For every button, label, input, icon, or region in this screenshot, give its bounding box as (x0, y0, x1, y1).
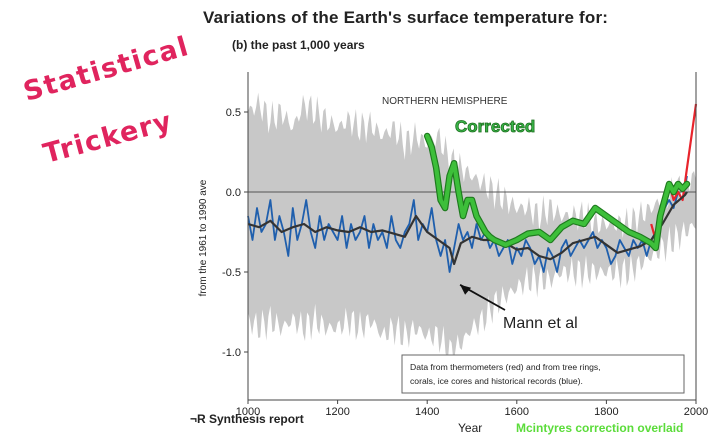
series-annual-blue (247, 175, 688, 273)
y-axis-label: from the 1961 to 1990 ave (198, 179, 209, 296)
x-tick-label: 1800 (594, 406, 618, 418)
series-smoothed-black (247, 191, 688, 266)
source-caption: ¬R Synthesis report (190, 412, 304, 426)
y-tick-label: -1.0 (222, 347, 241, 359)
arrow-head (460, 284, 472, 295)
figure-title: Variations of the Earth's surface temper… (203, 8, 609, 27)
x-axis-label: Year (458, 421, 483, 435)
legend-box (401, 354, 685, 394)
annotation-corrected: Corrected (455, 117, 535, 136)
correction-credit: Mcintyres correction overlaid (516, 421, 684, 435)
panel-label: NORTHERN HEMISPHERE (382, 96, 508, 107)
x-tick-label: 1400 (415, 406, 439, 418)
x-tick-label: 2000 (684, 406, 708, 418)
legend-text-line1: Data from thermometers (red) and from tr… (410, 362, 601, 372)
series-corrected-green (425, 133, 690, 251)
y-tick-label: -0.5 (222, 267, 241, 279)
y-tick-label: 0.0 (226, 187, 241, 199)
uncertainty-band (248, 92, 696, 364)
annotation-mann-et-al: Mann et al (503, 315, 578, 332)
y-tick-label: 0.5 (226, 107, 241, 119)
x-tick-label: 1000 (236, 406, 260, 418)
x-tick-label: 1600 (505, 406, 529, 418)
x-tick-label: 1200 (325, 406, 349, 418)
figure-subtitle: (b) the past 1,000 years (232, 38, 365, 52)
legend-text-line2: corals, ice cores and historical records… (410, 376, 583, 386)
